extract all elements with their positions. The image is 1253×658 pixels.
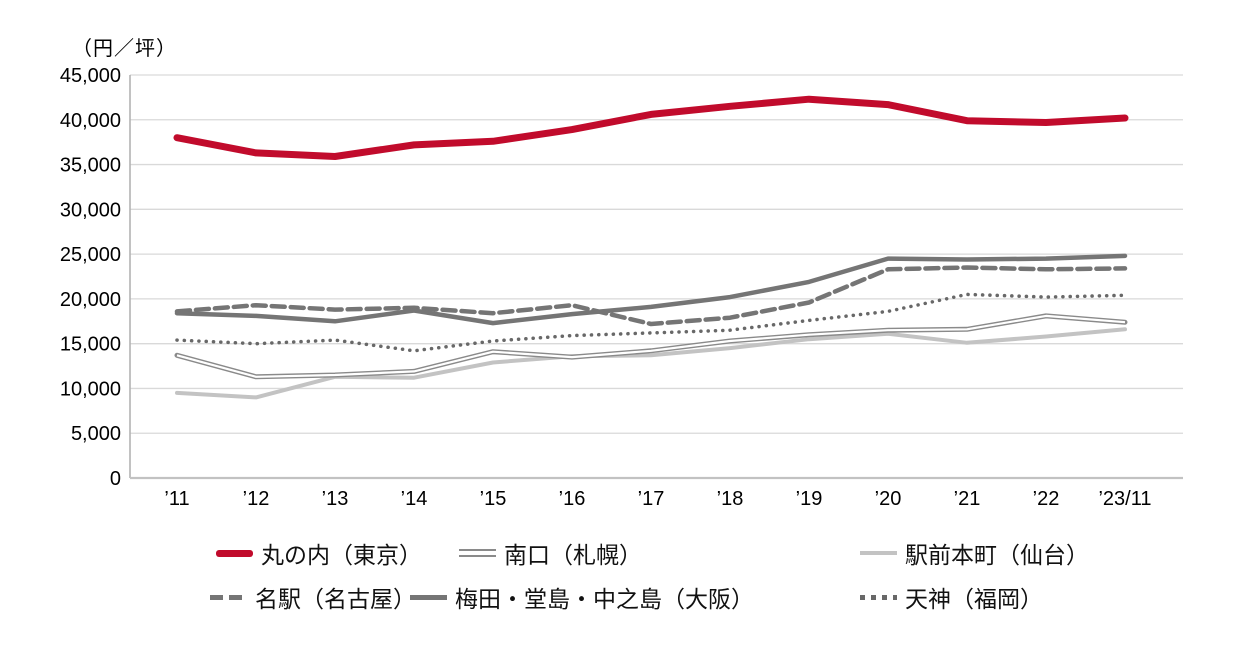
- legend-label: 天神（福岡）: [905, 586, 1043, 612]
- y-tick-label: 0: [110, 468, 121, 490]
- y-tick-label: 5,000: [71, 423, 121, 445]
- legend-item-osaka: 梅田・堂島・中之島（大阪）: [410, 580, 754, 614]
- x-tick-label: ’14: [401, 488, 428, 510]
- x-tick-label: ’12: [243, 488, 270, 510]
- legend-item-fukuoka: 天神（福岡）: [860, 580, 1043, 614]
- x-tick-label: ’15: [480, 488, 507, 510]
- legend-item-nagoya: 名駅（名古屋）: [210, 580, 416, 614]
- legend-swatch-sapporo-line-icon: [459, 549, 496, 557]
- y-axis-unit-label: （円／坪）: [72, 38, 177, 60]
- series-line-sendai: [175, 327, 1127, 400]
- y-tick-label: 45,000: [60, 65, 121, 87]
- legend-item-sapporo: 南口（札幌）: [459, 536, 642, 570]
- x-tick-label: ’20: [875, 488, 902, 510]
- x-tick-label: ’22: [1033, 488, 1060, 510]
- legend-swatch-fukuoka-line-icon: [860, 594, 897, 600]
- series-line-fukuoka: [175, 292, 1127, 353]
- x-tick-label: ’16: [559, 488, 586, 510]
- y-tick-label: 20,000: [60, 289, 121, 311]
- y-tick-label: 35,000: [60, 155, 121, 177]
- legend-label: 駅前本町（仙台）: [905, 542, 1089, 568]
- series-line-osaka: [174, 253, 1128, 326]
- x-tick-label: ’19: [796, 488, 823, 510]
- y-tick-label: 10,000: [60, 378, 121, 400]
- x-tick-label: ’13: [322, 488, 349, 510]
- legend-row: 名駅（名古屋） 梅田・堂島・中之島（大阪） 天神（福岡）: [0, 580, 1253, 612]
- series-line-tokyo: [173, 95, 1129, 160]
- legend-swatch-sendai-line-icon: [860, 551, 897, 555]
- legend-item-tokyo: 丸の内（東京）: [216, 536, 422, 570]
- y-tick-label: 25,000: [60, 244, 121, 266]
- legend-swatch-tokyo-line-icon: [216, 549, 253, 557]
- x-tick-label: ’11: [164, 488, 189, 510]
- legend-item-sendai: 駅前本町（仙台）: [860, 536, 1089, 570]
- y-tick-label: 30,000: [60, 199, 121, 221]
- series-line-sapporo-inner: [176, 314, 1126, 378]
- legend-label: 丸の内（東京）: [261, 542, 422, 568]
- x-tick-label: ’18: [717, 488, 744, 510]
- x-tick-label: ’17: [638, 488, 665, 510]
- x-tick-label: ’21: [954, 488, 981, 510]
- y-tick-label: 15,000: [60, 334, 121, 356]
- legend-label: 梅田・堂島・中之島（大阪）: [455, 586, 754, 612]
- x-tick-label: ’23/11: [1098, 488, 1151, 510]
- series-line-nagoya: [174, 265, 1128, 327]
- legend-label: 南口（札幌）: [504, 542, 642, 568]
- y-tick-label: 40,000: [60, 110, 121, 132]
- legend-swatch-nagoya-line-icon: [210, 594, 247, 600]
- legend-swatch-osaka-line-icon: [410, 594, 447, 600]
- legend-label: 名駅（名古屋）: [255, 586, 416, 612]
- legend-row: 丸の内（東京） 南口（札幌） 駅前本町（仙台）: [0, 536, 1253, 568]
